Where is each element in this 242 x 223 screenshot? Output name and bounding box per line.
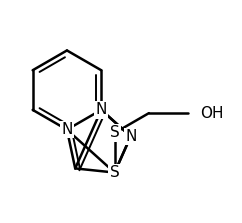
Text: S: S [110,126,120,140]
Text: N: N [61,122,73,137]
Text: OH: OH [200,106,223,121]
Text: N: N [96,102,107,117]
Text: N: N [125,129,136,144]
Text: S: S [110,165,120,180]
